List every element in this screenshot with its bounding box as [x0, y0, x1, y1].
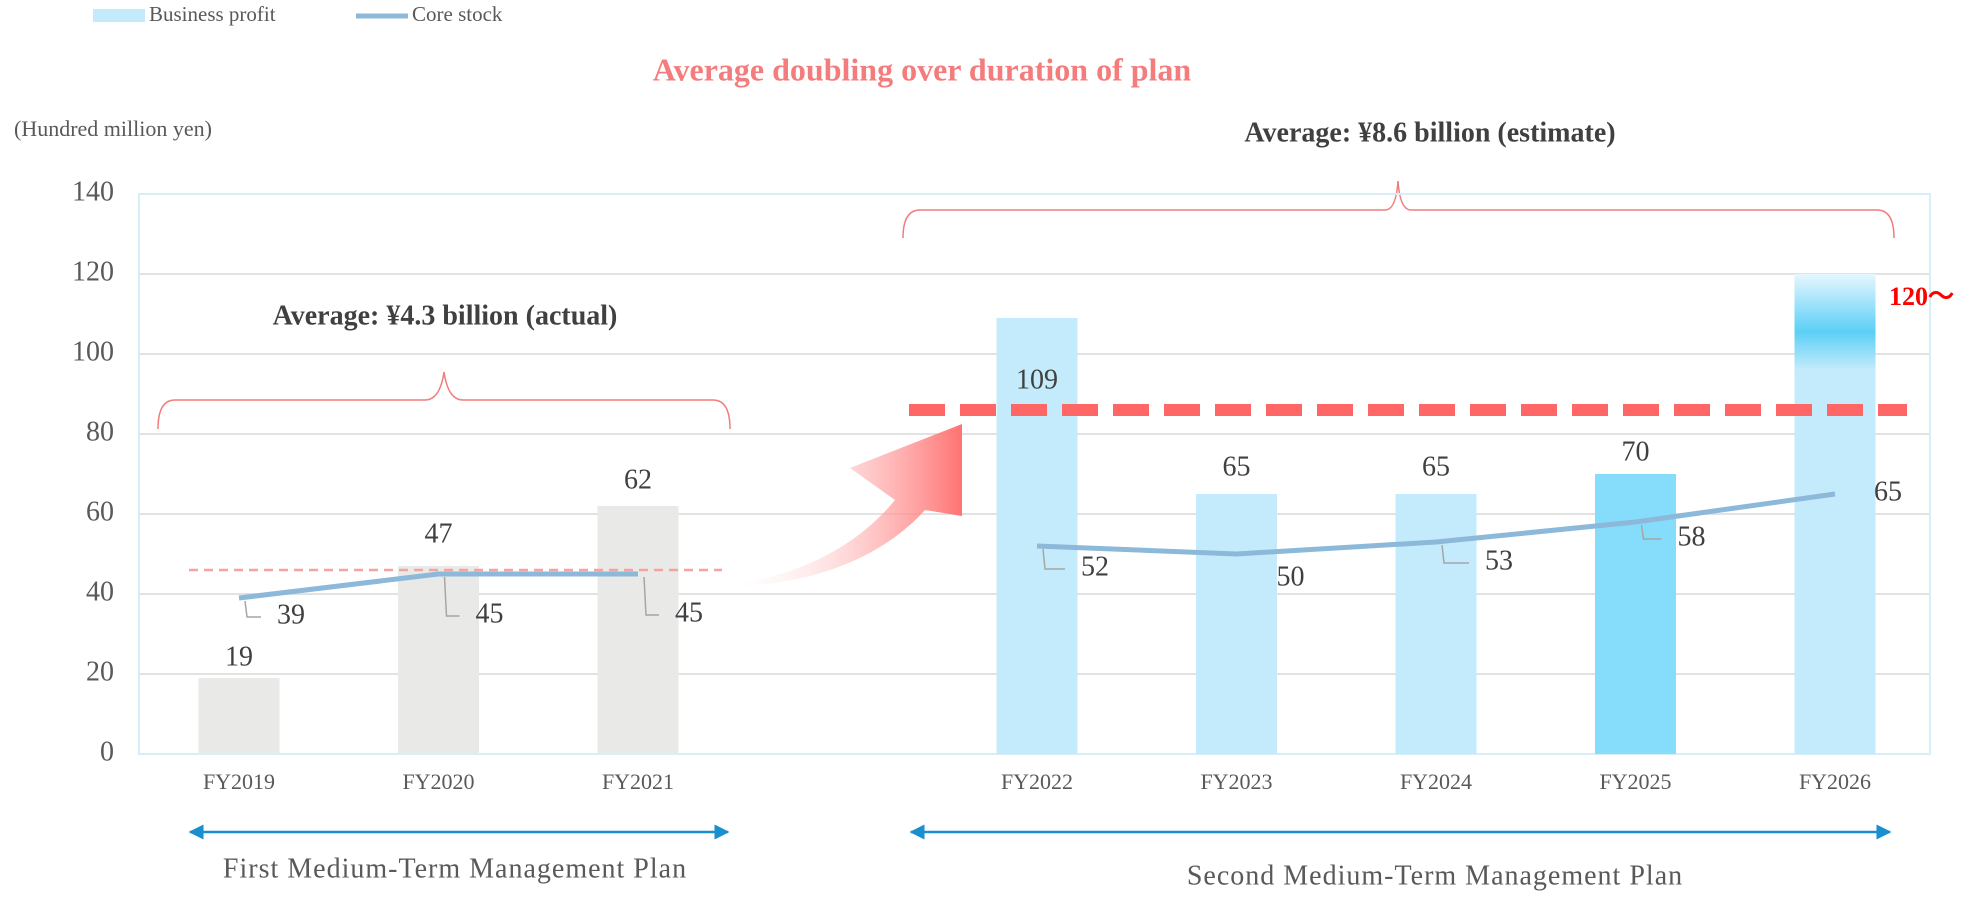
data-label: 58 — [1678, 521, 1706, 552]
bar — [597, 506, 679, 754]
legend-swatch — [93, 9, 145, 22]
x-tick-label: FY2019 — [203, 769, 275, 794]
leader-line — [1441, 544, 1469, 564]
plan-label: Second Medium-Term Management Plan — [1187, 860, 1683, 891]
y-tick-label: 60 — [86, 496, 114, 527]
line — [1036, 491, 1836, 557]
data-label: 120～ — [1889, 282, 1954, 311]
x-tick-label: FY2024 — [1400, 769, 1472, 794]
data-label: 39 — [277, 599, 305, 630]
y-tick-label: 80 — [86, 416, 114, 447]
data-label: 65 — [1223, 451, 1251, 482]
data-label: 53 — [1485, 545, 1513, 576]
data-label: 45 — [476, 598, 504, 629]
data-label: 109 — [1016, 364, 1058, 395]
y-tick-label: 140 — [72, 176, 114, 207]
data-label: 70 — [1622, 436, 1650, 467]
data-label: 45 — [675, 597, 703, 628]
brace — [157, 371, 731, 430]
bar — [198, 678, 280, 754]
legend-label: Business profit — [149, 2, 276, 26]
y-tick-label: 20 — [86, 656, 114, 687]
plot-area: 0 20 40 60 80 100 120 140 Business profit Core st… — [72, 2, 1954, 794]
bar — [996, 318, 1078, 754]
bar — [1794, 274, 1876, 754]
data-label: 62 — [624, 464, 652, 495]
leader-line — [643, 576, 659, 616]
annotation: Average: ¥4.3 billion (actual) — [273, 300, 618, 331]
chart-title: Average doubling over duration of plan — [653, 51, 1192, 87]
x-tick-label: FY2026 — [1799, 769, 1871, 794]
y-tick-label: 100 — [72, 336, 114, 367]
y-axis-label: (Hundred million yen) — [14, 116, 212, 141]
leader-line — [1640, 524, 1662, 540]
x-tick-label: FY2023 — [1200, 769, 1272, 794]
x-tick-label: FY2022 — [1001, 769, 1073, 794]
data-label: 19 — [225, 641, 253, 672]
bar — [398, 566, 479, 754]
data-label: 47 — [425, 518, 453, 549]
bar — [1395, 494, 1477, 754]
x-tick-label: FY2020 — [402, 769, 474, 794]
leader-line — [244, 600, 261, 618]
y-tick-label: 40 — [86, 576, 114, 607]
data-label: 52 — [1081, 551, 1109, 582]
plan-label: First Medium-Term Management Plan — [223, 853, 687, 884]
data-label: 65 — [1422, 451, 1450, 482]
annotation: Average: ¥8.6 billion (estimate) — [1244, 117, 1615, 148]
y-tick-label: 0 — [100, 736, 114, 767]
leader-line — [1042, 548, 1065, 570]
x-tick-label: FY2025 — [1599, 769, 1671, 794]
data-label: 50 — [1277, 561, 1305, 592]
leader-line — [443, 576, 460, 617]
brace — [902, 180, 1895, 239]
y-tick-label: 120 — [72, 256, 114, 287]
bar — [1196, 494, 1277, 754]
legend-label: Core stock — [412, 2, 503, 26]
line — [238, 571, 638, 601]
growth-arrow — [718, 424, 962, 587]
x-tick-label: FY2021 — [602, 769, 674, 794]
data-label: 65 — [1874, 476, 1902, 507]
